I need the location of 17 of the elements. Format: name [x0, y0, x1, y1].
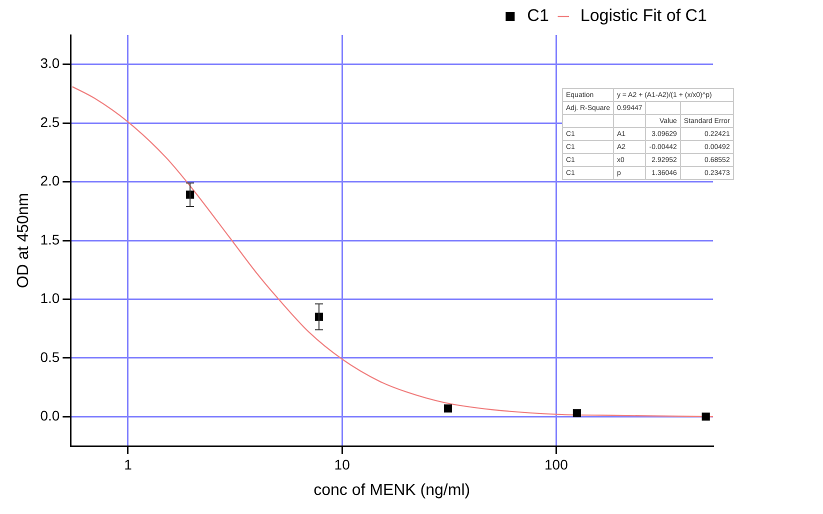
legend-label: C1: [527, 6, 549, 26]
x-axis-title: conc of MENK (ng/ml): [314, 482, 470, 499]
y-tick-label: 2.5: [40, 114, 60, 130]
y-tick-label: 0.5: [40, 348, 60, 365]
point: [572, 409, 581, 418]
y-tick-label: 0.0: [40, 408, 60, 424]
x-tick-label: 1: [124, 456, 132, 472]
y-tick-label: 2.0: [40, 172, 60, 189]
legend-label: Logistic Fit of C1: [580, 6, 708, 26]
point: [444, 404, 452, 412]
y-tick-label: 1.5: [40, 231, 60, 248]
x-tick-label: 10: [334, 456, 350, 472]
y-tick-label: 1.0: [40, 290, 60, 306]
y-axis-title: OD at 450nm: [15, 192, 32, 288]
x-tick-label: 100: [544, 456, 568, 472]
y-tick-label: 3.0: [40, 55, 60, 72]
point: [702, 412, 710, 421]
